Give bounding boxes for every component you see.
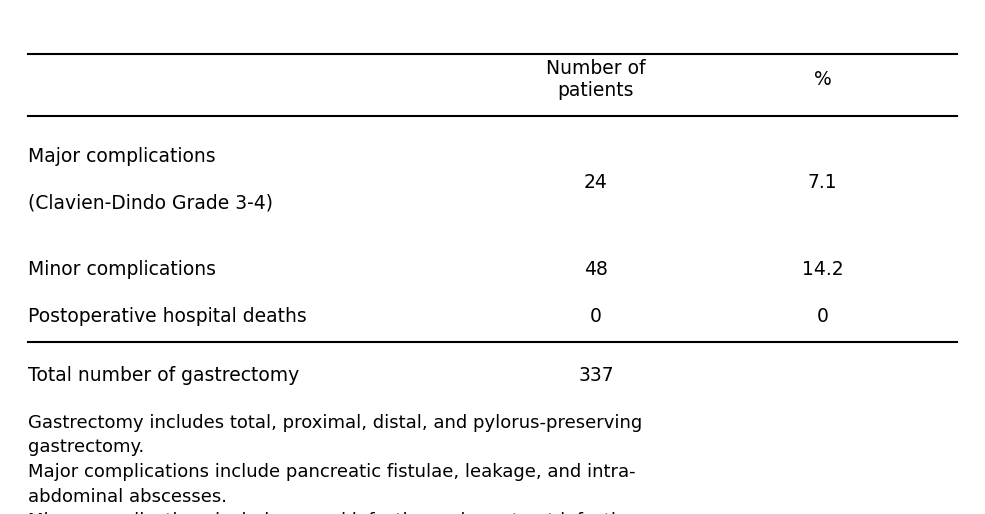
Text: 48: 48 bbox=[584, 261, 608, 279]
Text: 337: 337 bbox=[578, 366, 614, 384]
Text: %: % bbox=[814, 70, 831, 89]
Text: abdominal abscesses.: abdominal abscesses. bbox=[28, 488, 227, 506]
Text: 0: 0 bbox=[817, 307, 828, 325]
Text: Major complications: Major complications bbox=[28, 148, 215, 166]
Text: 7.1: 7.1 bbox=[808, 173, 837, 192]
Text: Postoperative hospital deaths: Postoperative hospital deaths bbox=[28, 307, 306, 325]
Text: (Clavien-Dindo Grade 3-4): (Clavien-Dindo Grade 3-4) bbox=[28, 194, 273, 212]
Text: Total number of gastrectomy: Total number of gastrectomy bbox=[28, 366, 298, 384]
Text: Major complications include pancreatic fistulae, leakage, and intra-: Major complications include pancreatic f… bbox=[28, 463, 635, 481]
Text: Gastrectomy includes total, proximal, distal, and pylorus-preserving: Gastrectomy includes total, proximal, di… bbox=[28, 414, 642, 432]
Text: gastrectomy.: gastrectomy. bbox=[28, 438, 144, 456]
Text: Minor complications include wound infection, urinary tract infection,: Minor complications include wound infect… bbox=[28, 512, 644, 514]
Text: Number of
patients: Number of patients bbox=[546, 59, 646, 100]
Text: Minor complications: Minor complications bbox=[28, 261, 216, 279]
Text: 0: 0 bbox=[590, 307, 602, 325]
Text: 24: 24 bbox=[584, 173, 608, 192]
Text: 14.2: 14.2 bbox=[802, 261, 843, 279]
